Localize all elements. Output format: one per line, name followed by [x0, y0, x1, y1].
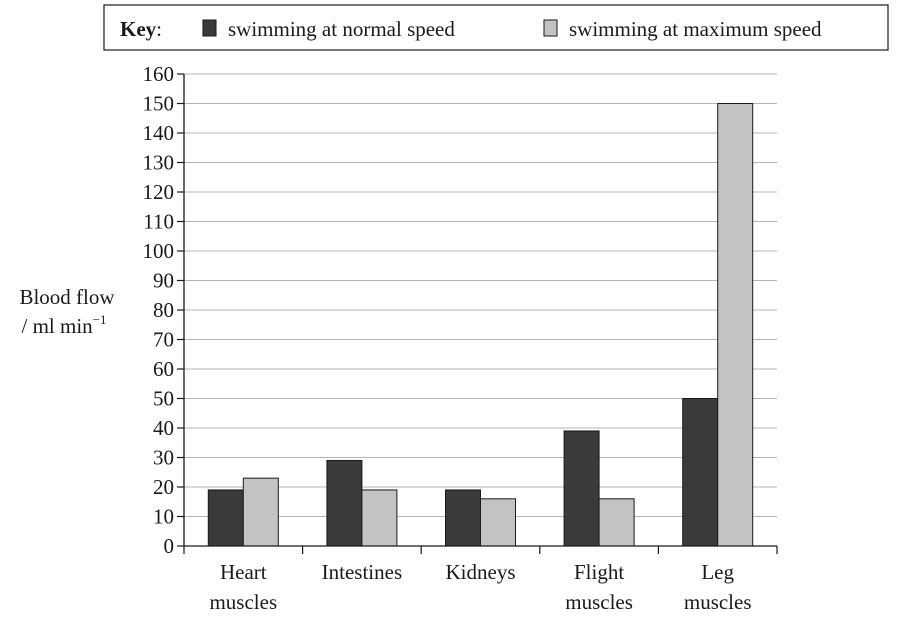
bar-maximum-speed: [361, 489, 398, 547]
y-tick-label: 130: [143, 151, 175, 175]
y-axis-label-line2: / ml min−1: [21, 312, 106, 338]
y-axis-label: Blood flow / ml min−1: [19, 285, 115, 338]
bar-normal-speed: [326, 459, 363, 547]
y-tick-label: 70: [153, 328, 174, 352]
bar-normal-speed: [682, 398, 719, 547]
y-tick-label: 60: [153, 357, 174, 381]
y-tick-label: 0: [164, 534, 175, 558]
y-tick-label: 40: [153, 416, 174, 440]
y-tick-label: 90: [153, 269, 174, 293]
x-tick-label: muscles: [565, 590, 633, 614]
y-tick-label: 140: [143, 121, 175, 145]
legend-title: Key:: [120, 17, 162, 41]
x-tick-label: muscles: [209, 590, 277, 614]
bar-maximum-speed: [717, 103, 754, 547]
y-tick-label: 10: [153, 505, 174, 529]
x-tick-label: Flight: [574, 560, 624, 584]
y-tick-label: 20: [153, 475, 174, 499]
axes: 0 10 20 30 40 50 60 70 80 90 100 110 120 130 140 150 160…: [143, 62, 778, 614]
x-tick-label: Leg: [701, 560, 734, 584]
y-tick-label: 120: [143, 180, 175, 204]
legend: Key: swimming at normal speed swimming at …: [103, 4, 889, 51]
bar-maximum-speed: [480, 498, 516, 547]
legend-entry-label: swimming at maximum speed: [569, 17, 822, 41]
y-axis-label-superscript: −1: [93, 312, 107, 327]
y-tick-label: 160: [143, 62, 175, 86]
legend-swatch: [543, 19, 558, 37]
legend-swatch: [202, 19, 217, 37]
bars: [207, 103, 754, 547]
bar-maximum-speed: [242, 477, 279, 547]
y-axis-label-line1: Blood flow: [19, 285, 115, 309]
x-tick-label: Kidneys: [446, 560, 516, 584]
bar-normal-speed: [445, 489, 481, 547]
legend-entry-label: swimming at normal speed: [228, 17, 455, 41]
y-tick-label: 80: [153, 298, 174, 322]
x-tick-label: Intestines: [322, 560, 402, 584]
legend-box: [103, 4, 889, 51]
gridlines: [184, 73, 777, 517]
y-tick-label: 150: [143, 92, 175, 116]
y-tick-label: 30: [153, 446, 174, 470]
bar-normal-speed: [207, 489, 244, 547]
x-tick-label: Heart: [220, 560, 267, 584]
bar-normal-speed: [563, 430, 600, 547]
bar-maximum-speed: [598, 498, 635, 547]
y-tick-label: 50: [153, 387, 174, 411]
y-tick-label: 100: [143, 239, 175, 263]
x-tick-label: muscles: [684, 590, 752, 614]
y-tick-label: 110: [143, 210, 174, 234]
